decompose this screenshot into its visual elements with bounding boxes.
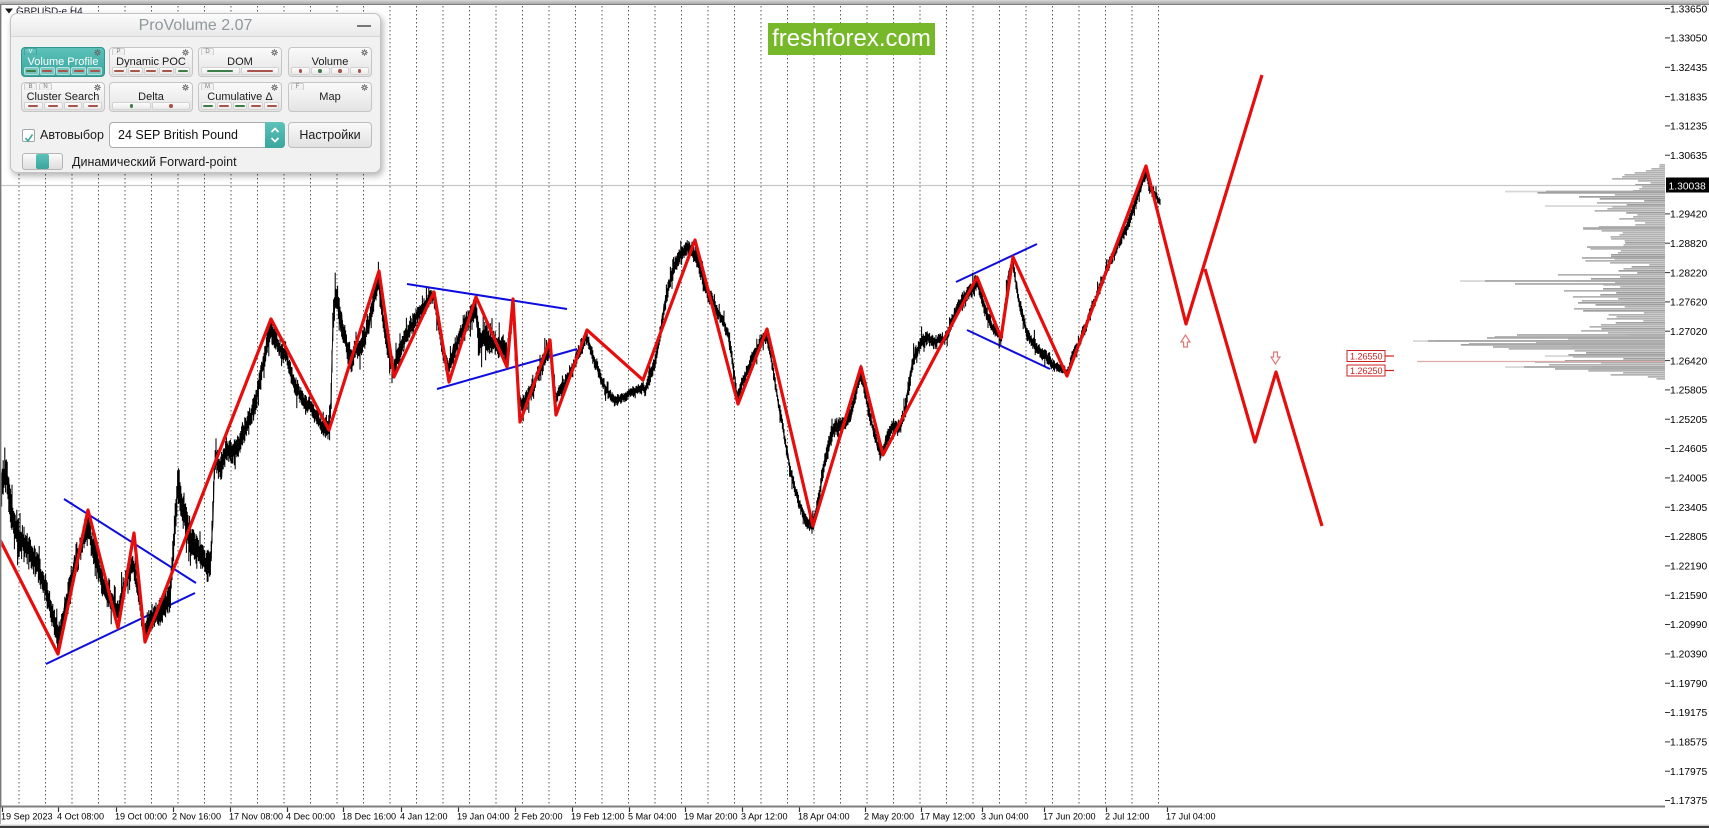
svg-text:1.28220: 1.28220 [1670,268,1707,279]
svg-text:1.26420: 1.26420 [1670,356,1707,367]
svg-text:1.27020: 1.27020 [1670,327,1707,338]
svg-text:5 Mar 04:00: 5 Mar 04:00 [628,812,677,822]
svg-text:4 Oct 08:00: 4 Oct 08:00 [57,812,104,822]
svg-text:2 Jul 12:00: 2 Jul 12:00 [1105,812,1150,822]
svg-text:1.19175: 1.19175 [1670,708,1707,719]
svg-text:1.20990: 1.20990 [1670,620,1707,631]
svg-text:18 Dec 16:00: 18 Dec 16:00 [342,812,396,822]
svg-text:3 Jun 04:00: 3 Jun 04:00 [981,812,1029,822]
svg-text:1.21590: 1.21590 [1670,591,1707,602]
svg-text:1.26250: 1.26250 [1350,366,1383,376]
svg-text:19 Oct 00:00: 19 Oct 00:00 [115,812,167,822]
svg-text:1.17375: 1.17375 [1670,796,1707,807]
svg-text:2 Feb 20:00: 2 Feb 20:00 [514,812,563,822]
svg-text:1.30635: 1.30635 [1670,151,1707,162]
svg-text:1.17975: 1.17975 [1670,767,1707,778]
svg-text:1.28820: 1.28820 [1670,239,1707,250]
svg-text:17 May 12:00: 17 May 12:00 [920,812,975,822]
svg-text:GBPUSD-e,H4: GBPUSD-e,H4 [16,7,83,18]
svg-text:1.24605: 1.24605 [1670,444,1707,455]
svg-text:1.19790: 1.19790 [1670,679,1707,690]
svg-text:1.24005: 1.24005 [1670,474,1707,485]
svg-text:1.31835: 1.31835 [1670,92,1707,103]
svg-text:1.22805: 1.22805 [1670,532,1707,543]
svg-text:19 Feb 12:00: 19 Feb 12:00 [571,812,625,822]
svg-text:1.22190: 1.22190 [1670,562,1707,573]
svg-text:4 Jan 12:00: 4 Jan 12:00 [400,812,448,822]
svg-text:17 Jul 04:00: 17 Jul 04:00 [1166,812,1216,822]
svg-text:17 Nov 08:00: 17 Nov 08:00 [229,812,283,822]
svg-text:1.33050: 1.33050 [1670,34,1707,45]
svg-text:1.27620: 1.27620 [1670,298,1707,309]
svg-text:18 Apr 04:00: 18 Apr 04:00 [798,812,850,822]
svg-text:1.32435: 1.32435 [1670,63,1707,74]
svg-text:1.33650: 1.33650 [1670,4,1707,15]
svg-text:1.31235: 1.31235 [1670,122,1707,133]
svg-text:19 Mar 20:00: 19 Mar 20:00 [684,812,738,822]
svg-text:3 Apr 12:00: 3 Apr 12:00 [741,812,788,822]
svg-text:1.25205: 1.25205 [1670,415,1707,426]
svg-text:19 Jan 04:00: 19 Jan 04:00 [457,812,510,822]
svg-text:1.30038: 1.30038 [1669,181,1706,192]
svg-text:17 Jun 20:00: 17 Jun 20:00 [1043,812,1096,822]
svg-text:19 Sep 2023: 19 Sep 2023 [1,812,53,822]
svg-text:1.18575: 1.18575 [1670,738,1707,749]
svg-text:2 May 20:00: 2 May 20:00 [864,812,914,822]
svg-text:1.29420: 1.29420 [1670,210,1707,221]
svg-text:1.25805: 1.25805 [1670,386,1707,397]
svg-text:1.23405: 1.23405 [1670,503,1707,514]
svg-text:1.26550: 1.26550 [1350,351,1383,361]
svg-text:2 Nov 16:00: 2 Nov 16:00 [172,812,221,822]
svg-text:1.20390: 1.20390 [1670,650,1707,661]
svg-text:4 Dec 00:00: 4 Dec 00:00 [286,812,335,822]
